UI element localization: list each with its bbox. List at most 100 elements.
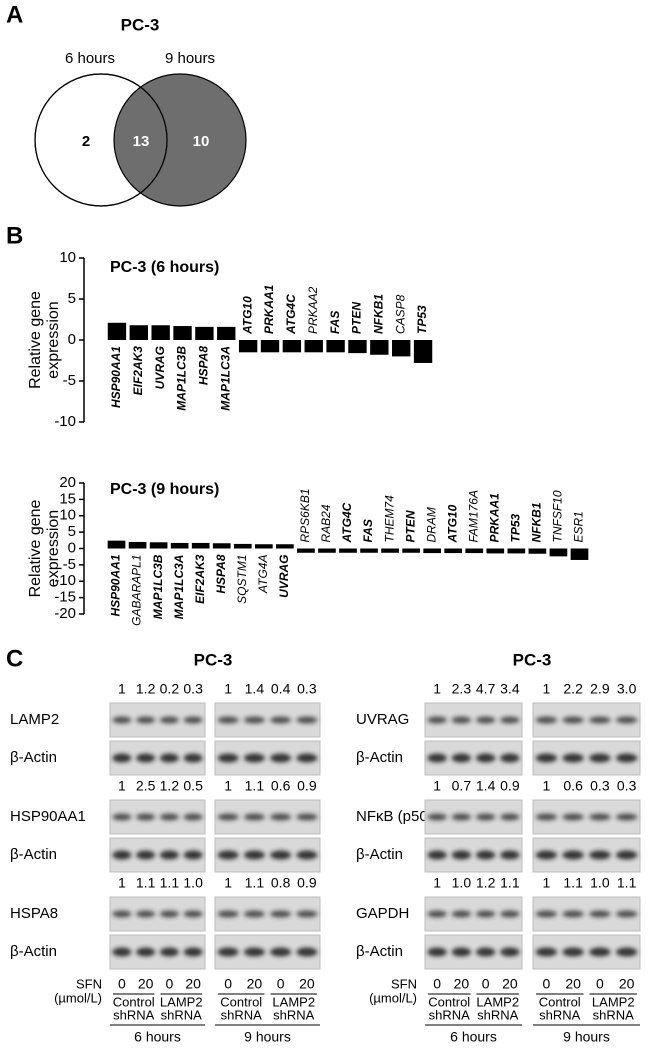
category-label: NFKB1 (530, 502, 544, 542)
blot-band (270, 850, 292, 860)
chart-title: PC-3 (9 hours) (110, 481, 219, 498)
ratio-label: 1.1 (617, 875, 637, 891)
blot-band (589, 716, 611, 724)
category-label: GABARAPL1 (130, 555, 144, 626)
blot-band (562, 947, 584, 957)
category-label: ATG4A (256, 555, 270, 594)
loading-label: β-Actin (10, 943, 57, 960)
ratio-label: 1 (542, 875, 550, 891)
y-tick-label: -5 (63, 372, 76, 389)
construct-label: shRNA (161, 1007, 203, 1022)
blot-band (427, 910, 447, 918)
construct-label: shRNA (429, 1007, 471, 1022)
bar (297, 548, 315, 553)
blot-band (243, 716, 265, 724)
bar (381, 548, 399, 553)
blot-band (217, 947, 239, 957)
panel-label: C (6, 645, 23, 672)
loading-label: β-Actin (356, 846, 403, 863)
ratio-label: 0.3 (617, 778, 637, 794)
construct-label: shRNA (273, 1007, 315, 1022)
category-label: FAM176A (466, 490, 480, 542)
dose-label: 0 (482, 976, 490, 992)
loading-label: β-Actin (10, 749, 57, 766)
blot-band (589, 947, 611, 957)
protein-label: HSPA8 (10, 905, 58, 922)
ratio-label: 1 (542, 681, 550, 697)
blot-band (183, 753, 203, 763)
category-label: NFKB1 (372, 294, 386, 334)
bar (360, 548, 378, 553)
dose-label: 20 (565, 976, 581, 992)
ratio-label: 1.2 (136, 681, 156, 697)
blot-band (270, 910, 292, 918)
blot-band (615, 910, 638, 918)
bar (238, 340, 258, 353)
blot-band (427, 947, 447, 957)
venn-count: 2 (82, 133, 90, 150)
time-label: 9 hours (244, 1029, 291, 1045)
blot-band (451, 910, 472, 918)
construct-label: Control (539, 994, 581, 1009)
blot-band (589, 910, 611, 918)
blot-band (159, 716, 179, 724)
category-label: DRAM (424, 507, 438, 542)
blot-band (270, 813, 292, 821)
y-axis-label: expression (45, 510, 62, 587)
bar (282, 340, 302, 353)
construct-label: shRNA (477, 1007, 519, 1022)
bar (326, 340, 345, 353)
blot-band (615, 753, 638, 763)
construct-label: shRNA (593, 1007, 635, 1022)
ratio-label: 2.5 (136, 778, 156, 794)
construct-label: Control (220, 994, 262, 1009)
blot-band (615, 850, 638, 860)
bar (423, 548, 442, 554)
dose-label: 0 (118, 976, 126, 992)
ratio-label: 0.3 (297, 681, 317, 697)
bar (370, 340, 389, 355)
bar (570, 548, 589, 560)
ratio-label: 1 (224, 681, 232, 697)
blot-band (535, 813, 558, 821)
blot-band (136, 813, 156, 821)
construct-label: Control (428, 994, 470, 1009)
set-label: 9 hours (165, 50, 215, 67)
blot-band (562, 850, 584, 860)
blot-band (136, 753, 156, 763)
blot-band (500, 813, 520, 821)
bar (507, 548, 526, 554)
y-tick-label: -20 (54, 605, 76, 622)
blot-band (500, 910, 520, 918)
bar (276, 544, 294, 549)
category-label: MAP1LC3B (175, 346, 189, 411)
category-label: PRKAA1 (487, 493, 501, 543)
ratio-label: 0.9 (297, 875, 317, 891)
y-tick-label: -5 (63, 556, 76, 573)
category-label: ATG4C (340, 502, 354, 543)
blot-band (296, 910, 318, 918)
y-tick-label: 15 (59, 490, 76, 507)
blot-band (562, 716, 584, 724)
ratio-label: 0.8 (271, 875, 291, 891)
category-label: UVRAG (153, 346, 167, 389)
dose-label: 20 (454, 976, 470, 992)
blot-band (615, 716, 638, 724)
blot-band (112, 947, 132, 957)
blot-band (475, 910, 496, 918)
venn-title: PC-3 (121, 15, 160, 34)
ratio-label: 1.0 (452, 875, 472, 891)
ratio-label: 1.1 (500, 875, 520, 891)
time-label: 9 hours (563, 1029, 610, 1045)
bar (402, 548, 420, 553)
category-label: PTEN (350, 302, 364, 334)
dose-label: 0 (433, 976, 441, 992)
venn-outline (34, 73, 168, 207)
blot-band (451, 850, 472, 860)
construct-label: shRNA (113, 1007, 155, 1022)
blot-band (427, 716, 447, 724)
ratio-label: 3.0 (617, 681, 637, 697)
ratio-label: 0.2 (160, 681, 180, 697)
ratio-label: 1 (224, 875, 232, 891)
blot-title: PC-3 (194, 650, 233, 669)
